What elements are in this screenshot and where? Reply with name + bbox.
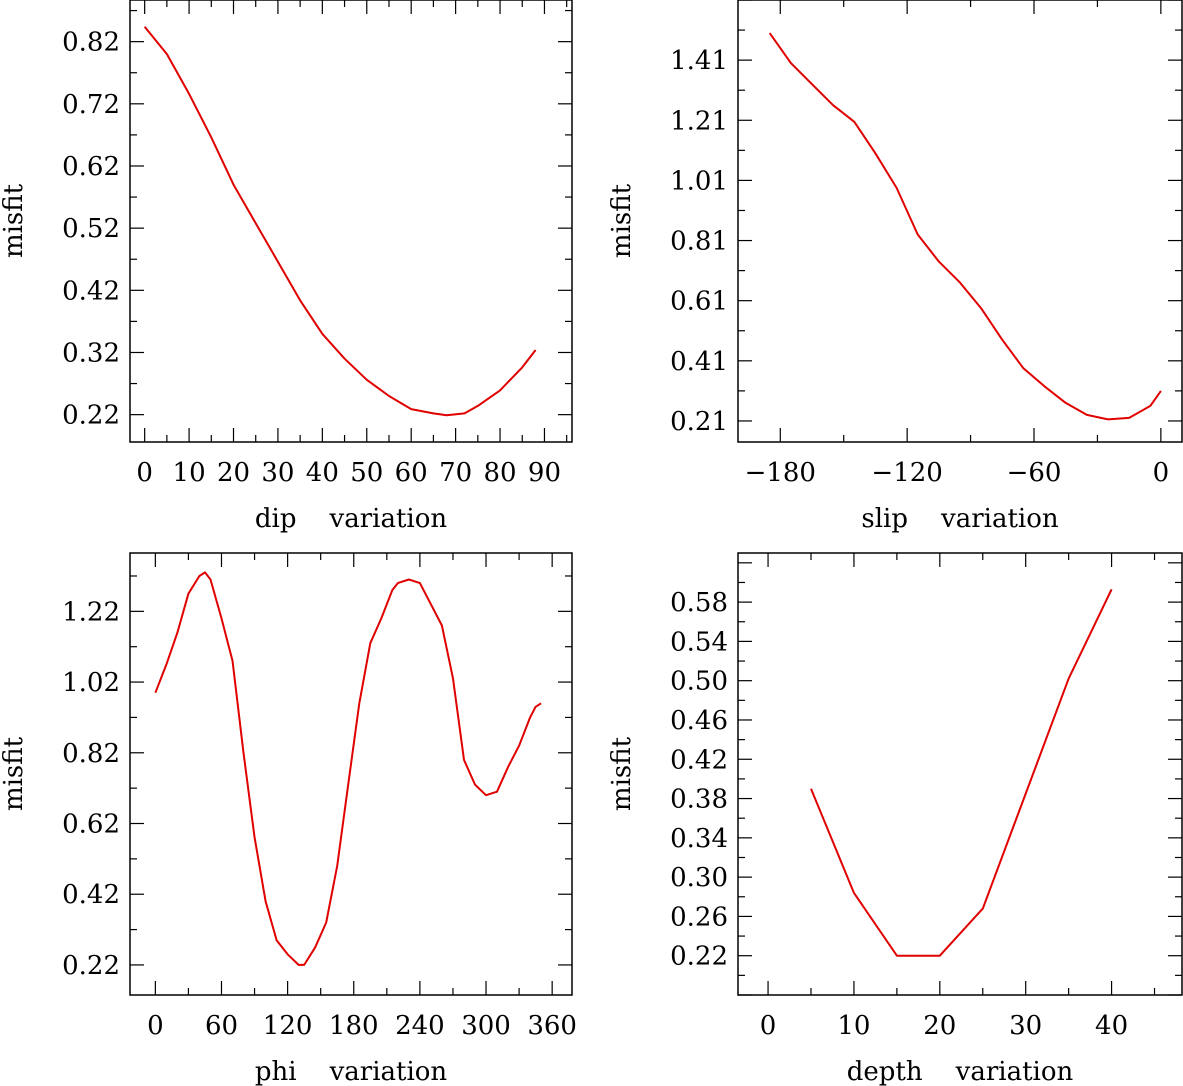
y-tick-label-dip: 0.82: [62, 28, 120, 58]
x-axis-label-depth: depth variation: [847, 1057, 1074, 1086]
y-tick-label-phi: 0.42: [62, 880, 120, 910]
series-line-dip: [143, 26, 537, 417]
x-tick-label-phi: 240: [395, 1011, 445, 1041]
y-tick-label-depth: 0.42: [670, 745, 728, 775]
y-tick-label-dip: 0.52: [62, 214, 120, 244]
x-axis-label-dip: dip variation: [255, 504, 448, 534]
x-tick-label-dip: 70: [439, 458, 472, 488]
x-tick-label-dip: 50: [350, 458, 383, 488]
y-tick-label-phi: 1.02: [62, 668, 120, 698]
x-axis-label-slip: slip variation: [861, 504, 1059, 534]
y-tick-label-dip: 0.42: [62, 276, 120, 306]
x-tick-label-depth: 0: [760, 1011, 777, 1041]
y-axis-label-depth: misfit: [607, 736, 637, 811]
x-tick-label-depth: 20: [923, 1011, 956, 1041]
y-tick-label-dip: 0.32: [62, 338, 120, 368]
y-tick-label-dip: 0.62: [62, 152, 120, 182]
y-tick-label-slip: 0.81: [670, 227, 728, 257]
y-tick-label-slip: 1.21: [670, 106, 728, 136]
y-tick-label-dip: 0.22: [62, 401, 120, 431]
x-tick-label-dip: 40: [306, 458, 339, 488]
y-tick-label-slip: 0.41: [670, 347, 728, 377]
y-axis-label-slip: misfit: [607, 183, 637, 258]
y-tick-label-depth: 0.58: [670, 588, 728, 618]
x-tick-label-dip: 80: [483, 458, 516, 488]
x-tick-label-phi: 120: [263, 1011, 313, 1041]
x-tick-label-dip: 0: [136, 458, 153, 488]
series-line-phi: [154, 571, 542, 966]
x-tick-label-depth: 40: [1095, 1011, 1128, 1041]
x-tick-label-slip: −120: [871, 458, 942, 488]
x-tick-label-dip: 90: [528, 458, 561, 488]
plot-frame-slip: [737, 0, 1183, 443]
y-tick-label-phi: 0.62: [62, 810, 120, 840]
x-axis-label-phi: phi variation: [255, 1057, 448, 1086]
x-tick-label-phi: 0: [147, 1011, 164, 1041]
x-tick-label-dip: 10: [173, 458, 206, 488]
x-tick-label-phi: 60: [205, 1011, 238, 1041]
y-tick-label-slip: 0.21: [670, 407, 728, 437]
y-tick-label-depth: 0.22: [670, 942, 728, 972]
x-tick-label-depth: 30: [1009, 1011, 1042, 1041]
y-tick-label-depth: 0.50: [670, 667, 728, 697]
y-tick-label-slip: 1.41: [670, 46, 728, 76]
series-line-depth: [810, 588, 1113, 957]
y-tick-label-depth: 0.34: [670, 824, 728, 854]
y-axis-label-dip: misfit: [0, 183, 29, 258]
y-tick-label-slip: 0.61: [670, 287, 728, 317]
plot-frame-depth: [737, 552, 1183, 996]
y-tick-label-phi: 0.82: [62, 739, 120, 769]
x-tick-label-slip: −180: [745, 458, 816, 488]
y-tick-label-depth: 0.54: [670, 627, 728, 657]
x-tick-label-depth: 10: [837, 1011, 870, 1041]
y-tick-label-depth: 0.26: [670, 902, 728, 932]
y-tick-label-depth: 0.30: [670, 863, 728, 893]
y-axis-label-phi: misfit: [0, 736, 29, 811]
x-tick-label-phi: 360: [527, 1011, 577, 1041]
plot-frame-dip: [129, 0, 573, 443]
panel-phi: 0 60 120 180 240 300 360 0.22 0.42 0.62 0.82 1.02 1.…: [0, 552, 577, 1086]
x-tick-label-slip: 0: [1153, 458, 1170, 488]
y-tick-label-depth: 0.38: [670, 785, 728, 815]
x-tick-label-phi: 300: [461, 1011, 511, 1041]
series-line-slip: [768, 32, 1162, 421]
y-tick-label-depth: 0.46: [670, 706, 728, 736]
x-tick-label-slip: −60: [1007, 458, 1062, 488]
y-tick-label-slip: 1.01: [670, 166, 728, 196]
x-tick-label-phi: 180: [329, 1011, 379, 1041]
y-tick-label-phi: 0.22: [62, 951, 120, 981]
plot-frame-phi: [129, 552, 573, 996]
panel-depth: 0 10 20 30 40 0.22 0.26 0.30 0.34 0.38 0.42 0.46 0.5…: [607, 552, 1183, 1086]
panel-slip: −180 −120 −60 0 0.21 0.41 0.61 0.81 1.01 1.21 1.41…: [607, 0, 1183, 534]
y-tick-label-dip: 0.72: [62, 90, 120, 120]
x-tick-label-dip: 60: [395, 458, 428, 488]
x-tick-label-dip: 30: [261, 458, 294, 488]
panel-dip: 0 10 20 30 40 50 60 70 80 90 0.22 0.32 0.42 0.52 0.62 0…: [0, 0, 573, 534]
x-tick-label-dip: 20: [217, 458, 250, 488]
y-tick-label-phi: 1.22: [62, 597, 120, 627]
